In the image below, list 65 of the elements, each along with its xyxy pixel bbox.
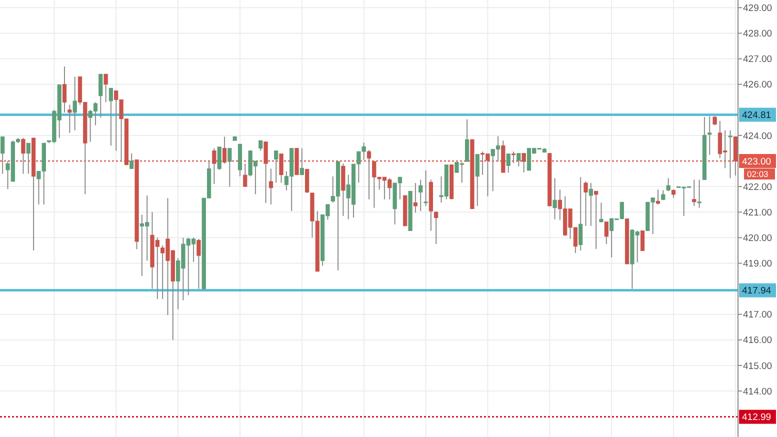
candlestick: [594, 190, 598, 250]
candlestick: [692, 179, 696, 206]
candlestick: [578, 176, 583, 251]
candlestick: [516, 152, 521, 167]
candlestick: [728, 130, 732, 179]
y-tick-label: 426.00: [743, 80, 772, 91]
y-tick-label: 429.00: [743, 2, 772, 14]
candlestick: [21, 138, 26, 174]
candlestick: [258, 140, 263, 152]
candlestick: [130, 152, 134, 170]
y-tick-label: 415.00: [743, 360, 772, 372]
candlestick: [300, 148, 304, 176]
y-tick-label: 424.00: [743, 130, 772, 142]
candlestick: [228, 148, 232, 188]
y-tick-label: 421.00: [743, 207, 772, 218]
y-tick-label: 417.00: [743, 310, 772, 321]
ref-line-label: 424.81: [742, 110, 772, 122]
y-tick-label: 422.00: [743, 182, 772, 193]
candlestick: [418, 179, 423, 212]
candlestick: [26, 142, 30, 174]
candlestick: [108, 88, 114, 146]
y-tick-label: 428.00: [743, 28, 772, 40]
candlestick: [217, 146, 222, 170]
candlestick: [599, 202, 604, 224]
candlestick: [0, 136, 5, 174]
candlestick: [666, 178, 670, 192]
candlestick: [708, 116, 712, 156]
candlestick: [222, 136, 227, 164]
candlestick: [243, 163, 248, 188]
candlestick: [424, 170, 428, 206]
candlestick: [522, 152, 526, 173]
y-tick-label: 414.00: [743, 386, 772, 398]
candlestick: [552, 178, 557, 220]
candlestick: [604, 221, 608, 245]
candlestick: [268, 168, 273, 205]
candlestick: [196, 238, 201, 290]
y-tick-label: 416.00: [743, 335, 772, 346]
text: 02:03: [747, 168, 769, 179]
ref-line-label: 423.00: [742, 156, 772, 168]
candlestick: [104, 74, 108, 103]
candlestick: [264, 141, 268, 204]
ref-line-label: 412.99: [742, 412, 772, 424]
y-tick-label: 419.00: [743, 258, 772, 270]
candlestick: [465, 118, 470, 162]
y-tick-label: 427.00: [743, 54, 772, 66]
candlestick: [511, 151, 516, 164]
candlestick: [98, 74, 103, 118]
candlestick: [279, 153, 284, 184]
candlestick: [588, 182, 593, 226]
candlestick: [584, 180, 588, 226]
candlestick: [413, 182, 418, 214]
candlestick: [72, 76, 77, 131]
candlestick: [434, 210, 438, 245]
candlestick: [640, 230, 645, 251]
candlestick: [475, 154, 480, 206]
candlestick: [366, 150, 372, 200]
candlestick: [68, 104, 72, 134]
candlestick: [697, 179, 702, 208]
y-tick-label: 420.00: [743, 232, 772, 244]
candlestick: [274, 150, 278, 184]
ref-line-label: 417.94: [742, 286, 772, 297]
candlestick: [305, 168, 310, 194]
candlestick: [212, 148, 216, 184]
candlestick: [62, 66, 67, 113]
candlestick: [506, 153, 510, 173]
